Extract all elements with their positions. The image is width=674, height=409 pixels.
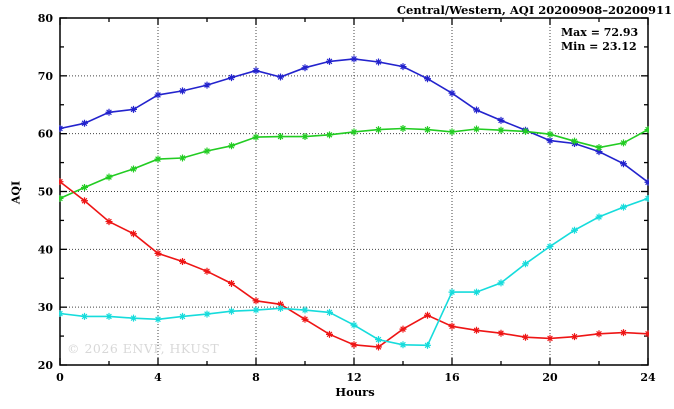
series-red <box>59 178 649 351</box>
min-label: Min = 23.12 <box>561 40 637 53</box>
chart-title: Central/Western, AQI 20200908–20200911 <box>396 3 672 17</box>
x-axis-label: Hours <box>335 385 375 399</box>
series-green <box>59 124 649 202</box>
y-tick-label: 40 <box>38 243 54 256</box>
x-tick-label: 0 <box>56 371 64 384</box>
plot-frame <box>59 17 649 366</box>
series-markers-green <box>59 124 649 202</box>
x-tick-label: 24 <box>640 371 656 384</box>
y-tick-label: 20 <box>38 359 54 372</box>
x-tick-label: 16 <box>444 371 460 384</box>
series-cyan <box>59 194 649 349</box>
x-tick-label: 12 <box>346 371 361 384</box>
y-tick-label: 50 <box>38 186 54 199</box>
max-min-annotation: Max = 72.93 Min = 23.12 <box>561 26 638 54</box>
x-tick-label: 4 <box>154 371 162 384</box>
y-axis-label: AQI <box>9 180 23 205</box>
max-label: Max = 72.93 <box>561 26 639 39</box>
x-tick-label: 8 <box>252 371 260 384</box>
watermark: © 2026 ENVF, HKUST <box>67 341 220 356</box>
series-markers-cyan <box>59 194 649 349</box>
y-tick-label: 30 <box>38 301 54 314</box>
x-tick-label: 20 <box>542 371 558 384</box>
y-tick-label: 80 <box>38 12 54 25</box>
series-markers-red <box>59 178 649 351</box>
y-tick-label: 70 <box>38 70 54 83</box>
y-tick-label: 60 <box>38 128 54 141</box>
